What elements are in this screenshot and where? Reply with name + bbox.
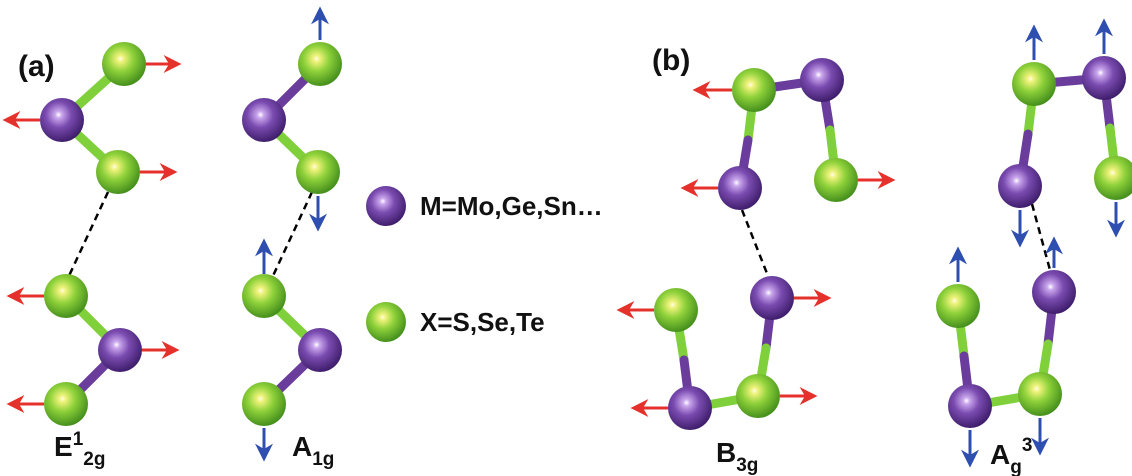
metal-atom [1082,56,1126,100]
displacement-arrows-a1g [255,6,329,462]
metal-atom [998,164,1042,208]
chalcogen-atom [814,158,858,202]
chalcogen-atom [654,288,698,332]
chalcogen-atom [1012,62,1056,106]
legend-chalcogen-icon [366,302,406,342]
displacement-arrows-ag3 [949,18,1125,468]
structure-ag3 [936,18,1132,468]
interlayer-bond-e12g [66,191,110,279]
metal-atom [948,384,992,428]
metal-atom [242,98,286,142]
chalcogen-atom [296,150,340,194]
displacement-arrows-b3g [616,81,896,417]
metal-atom [750,276,794,320]
chalcogen-atom [44,382,88,426]
structure-b3g [616,58,896,430]
chalcogen-atom [936,284,980,328]
chalcogen-atom [242,382,286,426]
metal-atom [98,328,142,372]
structure-a1g [242,6,342,462]
mode-label-b3g: B3g [716,437,758,476]
legend: M=Mo,Ge,Sn… X=S,Se,Te [366,186,603,342]
structure-e12g [2,42,182,426]
mode-label-ag3: Ag3 [990,435,1032,476]
panel-label-a: (a) [18,50,55,83]
displacement-arrows-e12g [2,55,182,413]
chalcogen-atom [736,374,780,418]
bonds-ag3 [953,73,1121,411]
mode-label-a1g: A1g [292,431,334,470]
chalcogen-atom [1018,372,1062,416]
metal-atom [668,386,712,430]
metal-atom [40,98,84,142]
chalcogen-atom [242,274,286,318]
interlayer-bond-a1g [270,191,314,279]
panel-label-b: (b) [652,44,690,77]
legend-metal-icon [366,186,406,226]
mode-label-e12g: E12g [54,429,105,470]
legend-metal-label: M=Mo,Ge,Sn… [420,191,603,221]
legend-chalcogen-label: X=S,Se,Te [420,307,545,337]
metal-atom [718,166,762,210]
interlayer-bond-b3g [740,209,770,277]
metal-atom [298,328,342,372]
chalcogen-atom [732,68,776,112]
chalcogen-atom [96,150,140,194]
metal-atom [1032,270,1076,314]
metal-atom [800,58,844,102]
chalcogen-atom [102,42,146,86]
chalcogen-atom [44,274,88,318]
interlayer-bond-ag3 [1030,203,1052,271]
chalcogen-atom [298,42,342,86]
chalcogen-atom [1094,156,1132,200]
